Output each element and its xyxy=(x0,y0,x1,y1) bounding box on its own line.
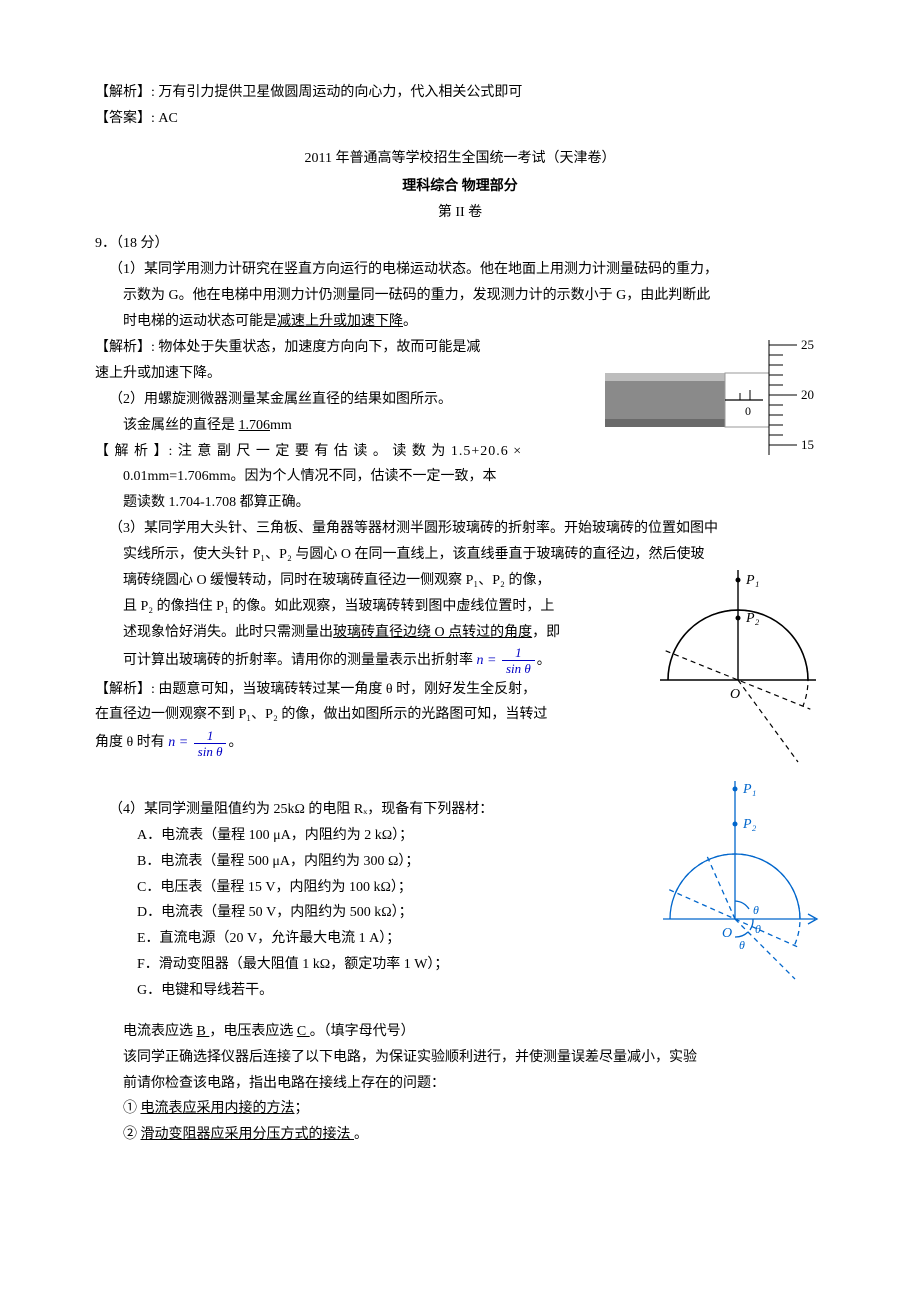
formula-n: n = 1sin θ xyxy=(477,653,537,668)
q9-part3-line-g: 可计算出玻璃砖的折射率。请用你的测量量表示出折射率 n = 1sin θ。 xyxy=(95,646,650,677)
q9-part2-line-b: 该金属丝的直径是 1.706mm xyxy=(95,413,593,439)
q9-part1-line-b: 示数为 G。他在电梯中用测力计仍测量同一砝码的重力，发现测力计的示数小于 G，由… xyxy=(95,283,825,309)
svg-text:15: 15 xyxy=(801,437,814,452)
optics-diagram-2: P₁ P₂ xyxy=(645,769,825,1019)
q9-part2-analysis-b: 0.01mm=1.706mm。因为个人情况不同，估读不一定一致，本 xyxy=(95,464,593,490)
q9-part4-item: D．电流表（量程 50 V，内阻约为 500 kΩ）； xyxy=(95,900,645,926)
q9-part4-select: 电流表应选 B ，电压表应选 C 。（填字母代号） xyxy=(95,1019,825,1045)
q9-part4-item: C．电压表（量程 15 V，内阻约为 100 kΩ）； xyxy=(95,875,645,901)
q9-part4-item: G．电键和导线若干。 xyxy=(95,978,645,1004)
q9-part3-line-d: 且 P₂ 的像挡住 P₁ 的像。如此观察，当玻璃砖转到图中虚线位置时，上 xyxy=(95,594,650,620)
q9-part1-line-a: （1）某同学用测力计研究在竖直方向运行的电梯运动状态。他在地面上用测力计测量砝码… xyxy=(95,257,825,283)
q9-part1-answer: 减速上升或加速下降 xyxy=(277,314,403,329)
analysis-label: 【解析】: xyxy=(95,85,155,100)
answer-label: 【答案】: xyxy=(95,111,155,126)
micrometer-body xyxy=(605,373,725,427)
analysis-text: 万有引力提供卫星做圆周运动的向心力，代入相关公式即可 xyxy=(158,85,522,100)
q9-part1-analysis-b: 速上升或加速下降。 xyxy=(95,361,593,387)
micrometer-thimble: 25 20 15 xyxy=(769,337,814,455)
q9-part4-item: F．滑动变阻器（最大阻值 1 kΩ，额定功率 1 W）； xyxy=(95,952,645,978)
exam-subtitle: 理科综合 物理部分 xyxy=(95,174,825,200)
q9-part1-line-c: 时电梯的运动状态可能是减速上升或加速下降。 xyxy=(95,309,825,335)
optics-diagram-1: P₁ P₂ O xyxy=(650,562,825,797)
q9-part4-issue2: ② 滑动变阻器应采用分压方式的接法 。 xyxy=(95,1122,825,1148)
answer-text: AC xyxy=(158,111,177,126)
micrometer-figure: 0 25 20 15 xyxy=(605,335,825,475)
q9-part4-item: B．电流表（量程 500 μA，内阻约为 300 Ω）； xyxy=(95,849,645,875)
prev-answer: 【答案】: AC xyxy=(95,106,825,132)
svg-text:θ: θ xyxy=(739,938,745,952)
q9-part4-check-b: 前请你检查该电路，指出电路在接线上存在的问题： xyxy=(95,1071,825,1097)
question-9: 9．（18 分） （1）某同学用测力计研究在竖直方向运行的电梯运动状态。他在地面… xyxy=(95,231,825,1148)
svg-text:P₁: P₁ xyxy=(745,573,759,588)
q9-part4-item: A．电流表（量程 100 μA，内阻约为 2 kΩ）； xyxy=(95,823,645,849)
formula-n-2: n = 1sin θ xyxy=(168,735,228,750)
q9-part3-line-c: 璃砖绕圆心 O 缓慢转动，同时在玻璃砖直径边一侧观察 P₁、P₂ 的像， xyxy=(95,568,650,594)
q9-part3-analysis-a: 【解析】: 由题意可知，当玻璃砖转过某一角度 θ 时，刚好发生全反射， xyxy=(95,677,650,703)
q9-part4-intro: （4）某同学测量阻值约为 25kΩ 的电阻 Rₓ，现备有下列器材： xyxy=(95,797,645,823)
q9-part1-analysis-a: 【解析】: 物体处于失重状态，加速度方向向下，故而可能是减 xyxy=(95,335,593,361)
q9-part4-select-A: B xyxy=(197,1024,210,1039)
svg-text:20: 20 xyxy=(801,387,814,402)
q9-part3-analysis-b: 在直径边一侧观察不到 P₁、P₂ 的像，做出如图所示的光路图可知，当转过 xyxy=(95,702,650,728)
q9-part2-line-a: （2）用螺旋测微器测量某金属丝直径的结果如图所示。 xyxy=(95,387,593,413)
q9-part3-line-e: 述现象恰好消失。此时只需测量出玻璃砖直径边绕 O 点转过的角度，即 xyxy=(95,620,650,646)
q9-part3-line-a: （3）某同学用大头针、三角板、量角器等器材测半圆形玻璃砖的折射率。开始玻璃砖的位… xyxy=(95,516,825,542)
exam-title: 2011 年普通高等学校招生全国统一考试（天津卷） xyxy=(95,146,825,172)
q9-part2-analysis-a: 【 解 析 】: 注 意 副 尺 一 定 要 有 估 读 。 读 数 为 1.5… xyxy=(95,439,593,465)
q9-part2-analysis-c: 题读数 1.704-1.708 都算正确。 xyxy=(95,490,593,516)
svg-text:25: 25 xyxy=(801,337,814,352)
prev-analysis: 【解析】: 万有引力提供卫星做圆周运动的向心力，代入相关公式即可 xyxy=(95,80,825,106)
q9-part3-analysis-c: 角度 θ 时有 n = 1sin θ。 xyxy=(95,728,650,759)
q9-part2-answer: 1.706 xyxy=(239,418,271,433)
svg-text:O: O xyxy=(730,687,740,702)
q9-part4-select-V: C xyxy=(297,1024,310,1039)
q9-part4-item: E．直流电源（20 V，允许最大电流 1 A）； xyxy=(95,926,645,952)
svg-text:θ: θ xyxy=(753,903,759,917)
q9-part4-issue1: ① 电流表应采用内接的方法； xyxy=(95,1096,825,1122)
q9-part3-answer: 玻璃砖直径边绕 O 点转过的角度 xyxy=(333,625,532,640)
svg-text:O: O xyxy=(722,926,732,941)
micrometer-main-label: 0 xyxy=(745,404,751,418)
svg-text:θ: θ xyxy=(755,922,761,936)
svg-text:P₁: P₁ xyxy=(742,782,756,797)
svg-text:P₂: P₂ xyxy=(742,817,757,832)
q9-part4-check-a: 该同学正确选择仪器后连接了以下电路，为保证实验顺利进行，并使测量误差尽量减小，实… xyxy=(95,1045,825,1071)
exam-volume: 第 II 卷 xyxy=(95,200,825,226)
q9-number: 9．（18 分） xyxy=(95,231,825,257)
